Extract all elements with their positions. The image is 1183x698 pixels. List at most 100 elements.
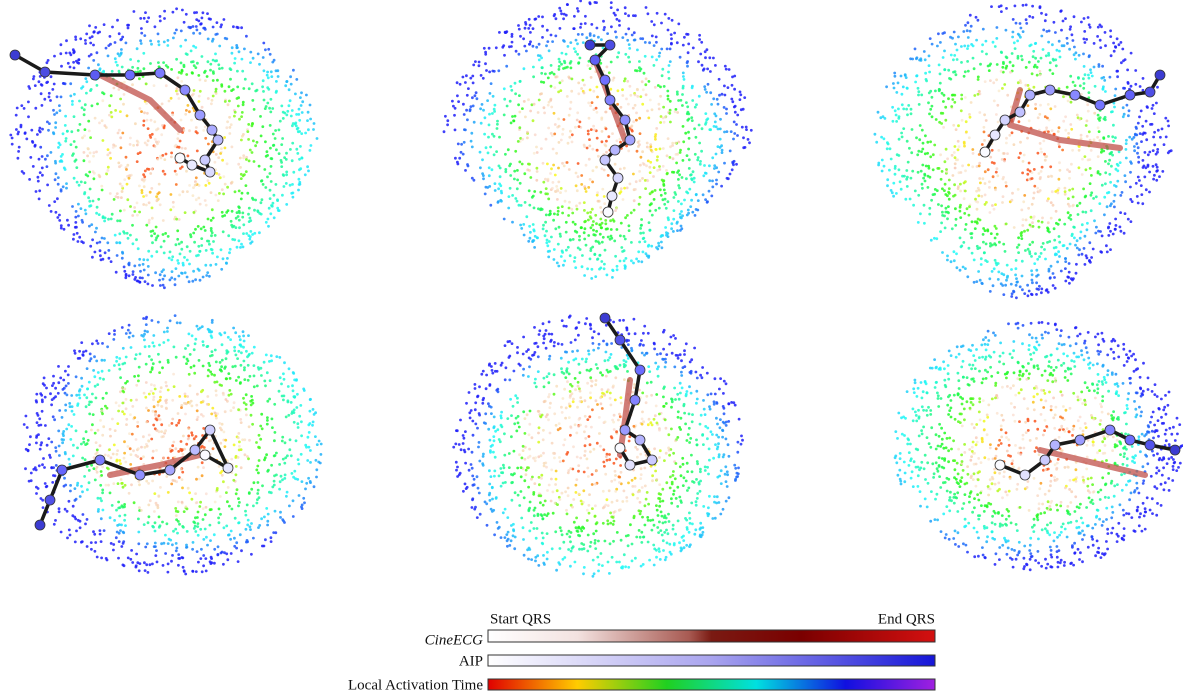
point	[27, 85, 30, 88]
point	[110, 116, 113, 119]
point	[151, 341, 154, 344]
point	[924, 72, 927, 75]
point	[76, 232, 79, 235]
point	[963, 75, 966, 78]
point	[1082, 87, 1085, 90]
aip-node	[605, 40, 615, 50]
point	[1062, 95, 1065, 98]
point	[909, 198, 912, 201]
point	[649, 145, 652, 148]
point	[249, 61, 252, 64]
point	[514, 92, 517, 95]
point	[1021, 288, 1024, 291]
point	[209, 539, 212, 542]
point	[94, 550, 97, 553]
point	[529, 176, 532, 179]
point	[109, 492, 112, 495]
point	[567, 142, 570, 145]
point	[698, 124, 701, 127]
point	[670, 33, 673, 36]
point	[546, 40, 549, 43]
point	[73, 67, 76, 70]
point	[743, 96, 746, 99]
point	[930, 239, 933, 242]
point	[292, 499, 295, 502]
point	[659, 95, 662, 98]
point	[569, 107, 572, 110]
point	[175, 514, 178, 517]
point	[45, 485, 48, 488]
point	[152, 526, 155, 529]
point	[237, 560, 240, 563]
point	[270, 75, 273, 78]
point	[1153, 174, 1156, 177]
point	[621, 36, 624, 39]
aip-node	[980, 147, 990, 157]
point	[207, 38, 210, 41]
point	[196, 393, 199, 396]
point	[1027, 207, 1030, 210]
point	[142, 263, 145, 266]
point	[215, 361, 218, 364]
point	[914, 48, 917, 51]
point	[641, 177, 644, 180]
point	[1127, 218, 1130, 221]
point	[968, 205, 971, 208]
point	[1069, 243, 1072, 246]
point	[1129, 198, 1132, 201]
point	[46, 184, 49, 187]
point	[288, 104, 291, 107]
point	[167, 563, 170, 566]
point	[1107, 162, 1110, 165]
point	[269, 197, 272, 200]
point	[73, 413, 76, 416]
point	[895, 114, 898, 117]
point	[269, 189, 272, 192]
point	[998, 90, 1001, 93]
point	[77, 215, 80, 218]
aip-node	[187, 160, 197, 170]
point	[717, 145, 720, 148]
point	[185, 170, 188, 173]
point	[1093, 42, 1096, 45]
point	[60, 43, 63, 46]
point	[160, 542, 163, 545]
point	[560, 12, 563, 15]
point	[194, 530, 197, 533]
point	[1067, 276, 1070, 279]
point	[931, 105, 934, 108]
point	[580, 87, 583, 90]
point	[1062, 120, 1065, 123]
point	[1084, 195, 1087, 198]
point	[516, 169, 519, 172]
point	[703, 85, 706, 88]
point	[664, 116, 667, 119]
point	[280, 143, 283, 146]
point	[88, 130, 91, 133]
point	[268, 207, 271, 210]
point	[64, 140, 67, 143]
point	[206, 544, 209, 547]
point	[1090, 149, 1093, 152]
point	[666, 48, 669, 51]
point	[984, 182, 987, 185]
point	[932, 153, 935, 156]
point	[205, 274, 208, 277]
point	[292, 69, 295, 72]
point	[265, 453, 268, 456]
point	[134, 357, 137, 360]
point	[729, 150, 732, 153]
point	[715, 115, 718, 118]
point	[320, 453, 323, 456]
point	[296, 152, 299, 155]
point	[245, 408, 248, 411]
point	[1101, 184, 1104, 187]
point	[301, 100, 304, 103]
point	[957, 36, 960, 39]
point	[893, 87, 896, 90]
point	[289, 148, 292, 151]
point	[1072, 196, 1075, 199]
point	[591, 208, 594, 211]
point	[129, 332, 132, 335]
point	[230, 220, 233, 223]
